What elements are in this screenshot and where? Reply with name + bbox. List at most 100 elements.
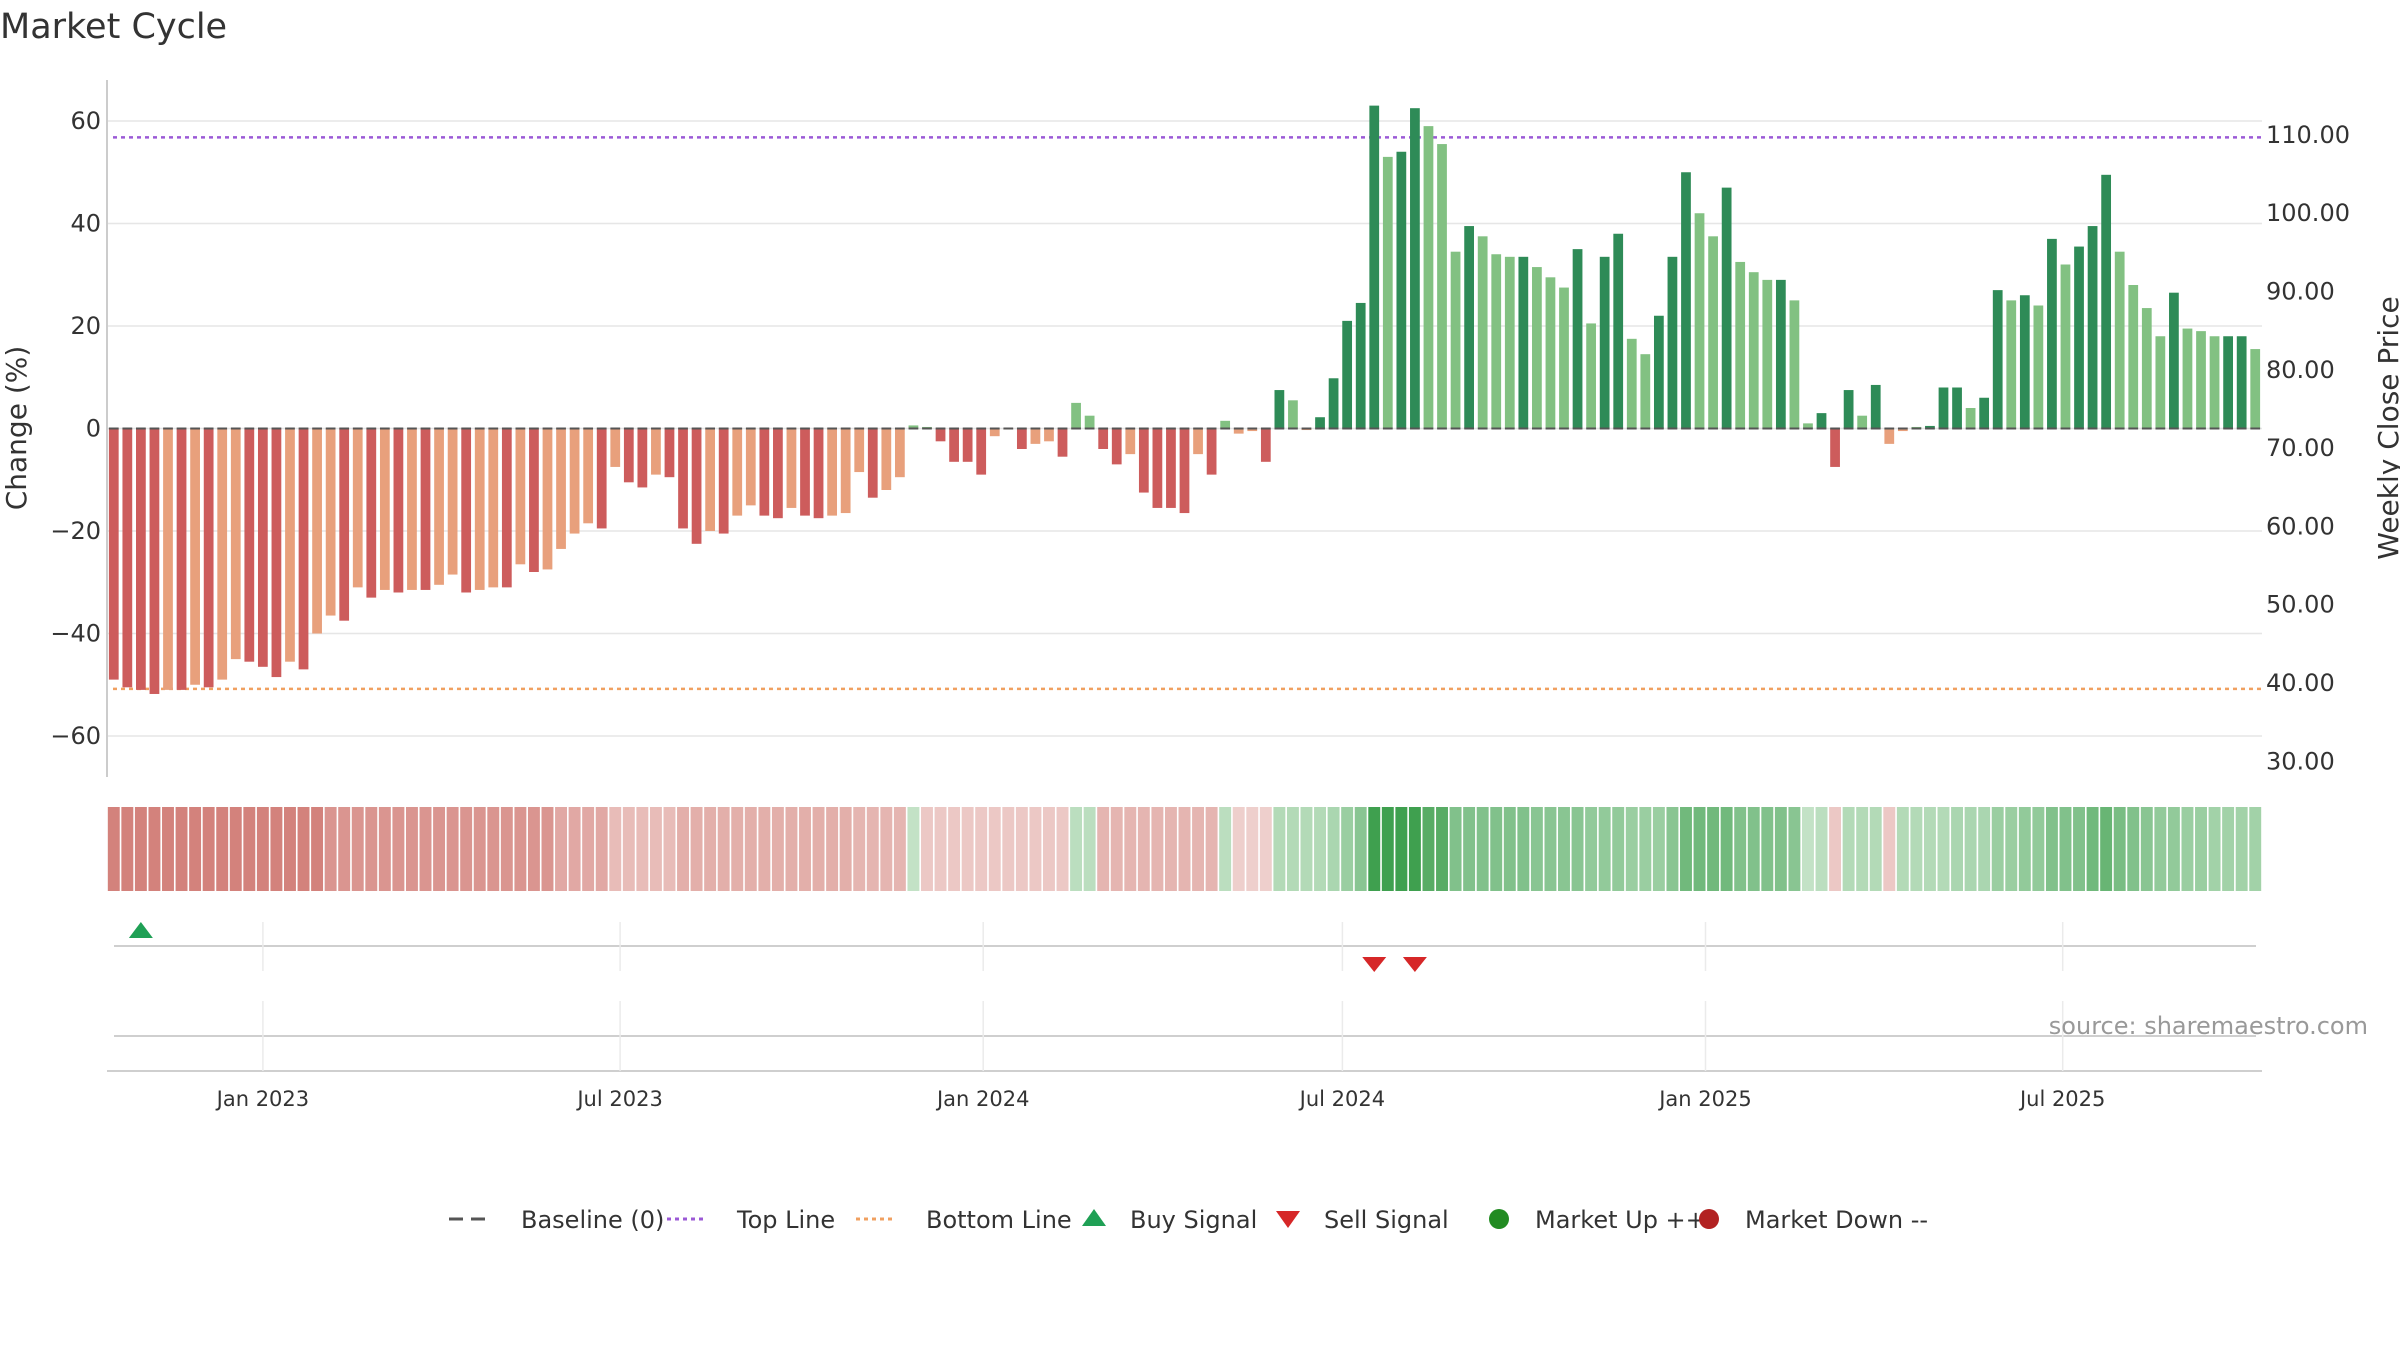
change-bar (1355, 302, 1366, 429)
change-bar (1626, 338, 1637, 429)
change-bar (1803, 423, 1813, 429)
strength-cell (487, 807, 500, 891)
change-bar (447, 428, 458, 575)
strength-cell (799, 807, 811, 891)
change-bar (1057, 428, 1068, 457)
strength-cell (1029, 807, 1042, 891)
strength-cell (880, 807, 893, 891)
change-bar (2182, 328, 2193, 429)
change-bar (1342, 320, 1353, 429)
strength-cell (907, 807, 920, 891)
strength-cell (636, 807, 649, 891)
change-bar (1247, 428, 1258, 432)
strength-cell (1436, 807, 1448, 891)
strength-cell (921, 807, 933, 891)
reference-lines (113, 136, 2262, 691)
change-bar (596, 428, 607, 529)
change-bar (2019, 295, 2030, 429)
change-bar (1884, 428, 1895, 444)
strength-cell (649, 807, 662, 891)
change-bar (285, 428, 295, 662)
y-left-tick-label: −60 (50, 722, 101, 750)
change-bar (542, 428, 553, 570)
strength-cell (2018, 807, 2031, 891)
change-bar (1559, 287, 1569, 429)
legend-label: Market Up ++ (1535, 1206, 1706, 1234)
change-bar (691, 428, 702, 544)
strength-cell (433, 807, 446, 891)
legend-item-top_line: Top Line (667, 1206, 835, 1234)
change-bar (705, 428, 716, 531)
strength-cell (1842, 807, 1855, 891)
strength-cell (1937, 807, 1950, 891)
strength-cell (514, 807, 527, 891)
sell-signal-marker (1362, 957, 1387, 972)
strength-cell (975, 807, 988, 891)
change-bar (759, 428, 770, 516)
change-bar (664, 428, 675, 478)
strength-cell (1097, 807, 1110, 891)
change-bar (2236, 336, 2247, 429)
strength-cell (2140, 807, 2153, 891)
change-bar (1044, 428, 1054, 442)
strength-cell (1829, 807, 1842, 891)
change-bar (312, 428, 322, 634)
strength-cell (1354, 807, 1367, 891)
strength-cell (1815, 807, 1828, 891)
change-bar (1125, 428, 1136, 455)
change-bar (2060, 264, 2071, 429)
change-bar (976, 428, 987, 475)
strength-cell (1083, 807, 1096, 891)
change-bar (1897, 428, 1908, 432)
strength-cell (392, 807, 405, 891)
strength-cell (1801, 807, 1814, 891)
strength-cell (1707, 807, 1720, 891)
y-left-tick-label: 0 (86, 415, 101, 443)
strength-cell (771, 807, 784, 891)
strength-cell (148, 807, 161, 891)
strength-cell (1070, 807, 1083, 891)
strength-cell (1883, 807, 1896, 891)
change-bar (908, 425, 919, 429)
change-bar (1694, 213, 1705, 429)
strength-cell (622, 807, 635, 891)
strength-cell (2113, 807, 2126, 891)
change-bar (2074, 246, 2084, 429)
strength-cell (853, 807, 866, 891)
y-right-axis-title: Weekly Close Price (2372, 296, 2400, 559)
signal-panel (107, 922, 2262, 1072)
strength-cell (2195, 807, 2207, 891)
strength-cell (460, 807, 473, 891)
change-bar (1545, 277, 1556, 429)
change-bar (1925, 425, 1935, 429)
change-bar (1721, 187, 1732, 429)
change-bar (366, 428, 377, 598)
change-bar (2196, 331, 2206, 429)
legend-item-baseline: Baseline (0) (449, 1206, 664, 1234)
strength-cell (1503, 807, 1516, 891)
strength-cell (1178, 807, 1191, 891)
change-bar (1206, 428, 1217, 475)
change-bar (501, 428, 512, 588)
strength-cell (1327, 807, 1340, 891)
strength-cell (1110, 807, 1123, 891)
change-bar (515, 428, 526, 565)
change-bar (1491, 254, 1502, 429)
strength-cell (1978, 807, 1991, 891)
strength-cell (1747, 807, 1760, 891)
change-bar (610, 428, 621, 467)
strength-cell (2032, 807, 2045, 891)
strength-cell (446, 807, 459, 891)
change-bar (488, 428, 499, 588)
x-tick-label: Jan 2024 (935, 1087, 1030, 1111)
change-bar (1193, 428, 1203, 455)
change-bar (840, 428, 851, 514)
strength-cell (1720, 807, 1733, 891)
x-tick-label: Jul 2023 (575, 1087, 662, 1111)
change-bar (1857, 415, 1868, 429)
change-bar (854, 428, 865, 473)
change-bar (800, 428, 810, 516)
change-bar (1288, 400, 1298, 429)
x-tick-label: Jul 2024 (1298, 1087, 1385, 1111)
strength-cell (121, 807, 134, 891)
